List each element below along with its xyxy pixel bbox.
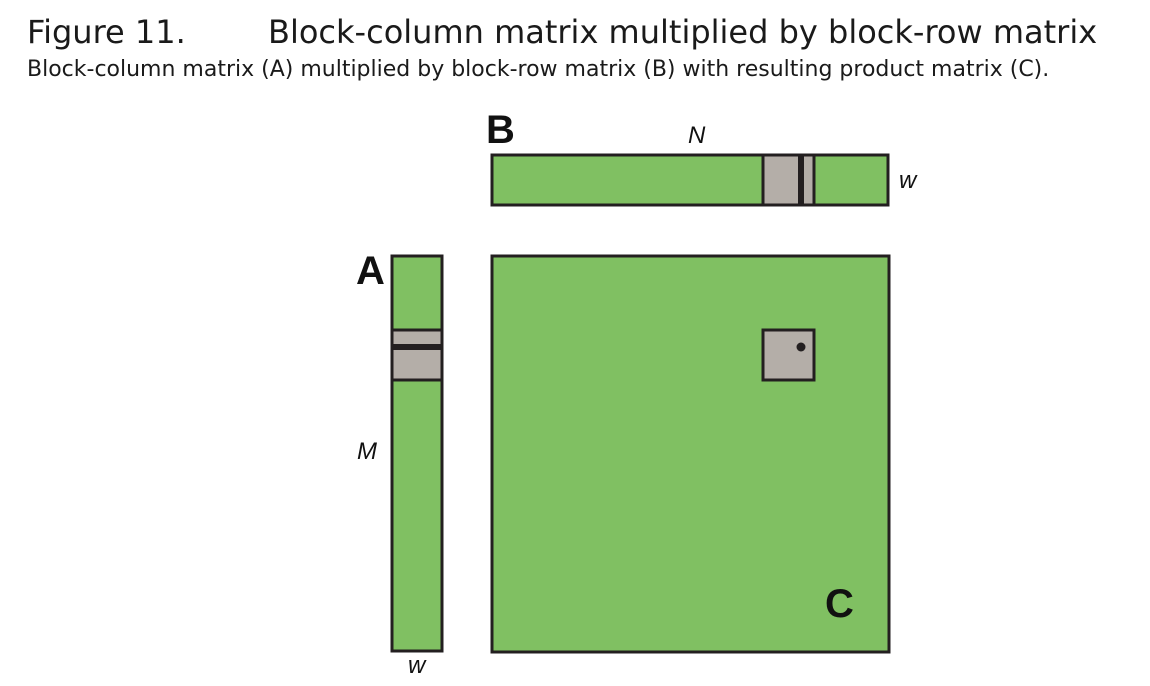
matrix-a (390, 254, 444, 653)
matrix-b (490, 153, 890, 207)
title-row: Figure 11. Block-column matrix multiplie… (27, 12, 1137, 52)
figure-header: Figure 11. Block-column matrix multiplie… (27, 12, 1137, 84)
label-dim-m: M (357, 438, 377, 465)
label-matrix-b: B (486, 108, 515, 152)
matrix-b-block (761, 153, 816, 207)
matrix-c (490, 254, 891, 654)
label-dim-w-b: w (899, 167, 918, 194)
label-matrix-c: C (825, 582, 854, 626)
figure-title: Block-column matrix multiplied by block-… (268, 13, 1098, 51)
label-dim-n: N (688, 122, 706, 149)
matrix-c-body (490, 254, 891, 654)
matrix-b-body (490, 153, 890, 207)
label-matrix-a: A (356, 249, 385, 293)
matrix-c-element-dot (796, 342, 806, 352)
label-dim-w-a: w (408, 652, 427, 679)
matrix-a-body (390, 254, 444, 653)
figure-number: Figure 11. (27, 13, 186, 51)
figure-caption: Block-column matrix (A) multiplied by bl… (27, 57, 1050, 82)
matrix-c-block (761, 328, 816, 382)
matrix-a-block (390, 328, 444, 382)
